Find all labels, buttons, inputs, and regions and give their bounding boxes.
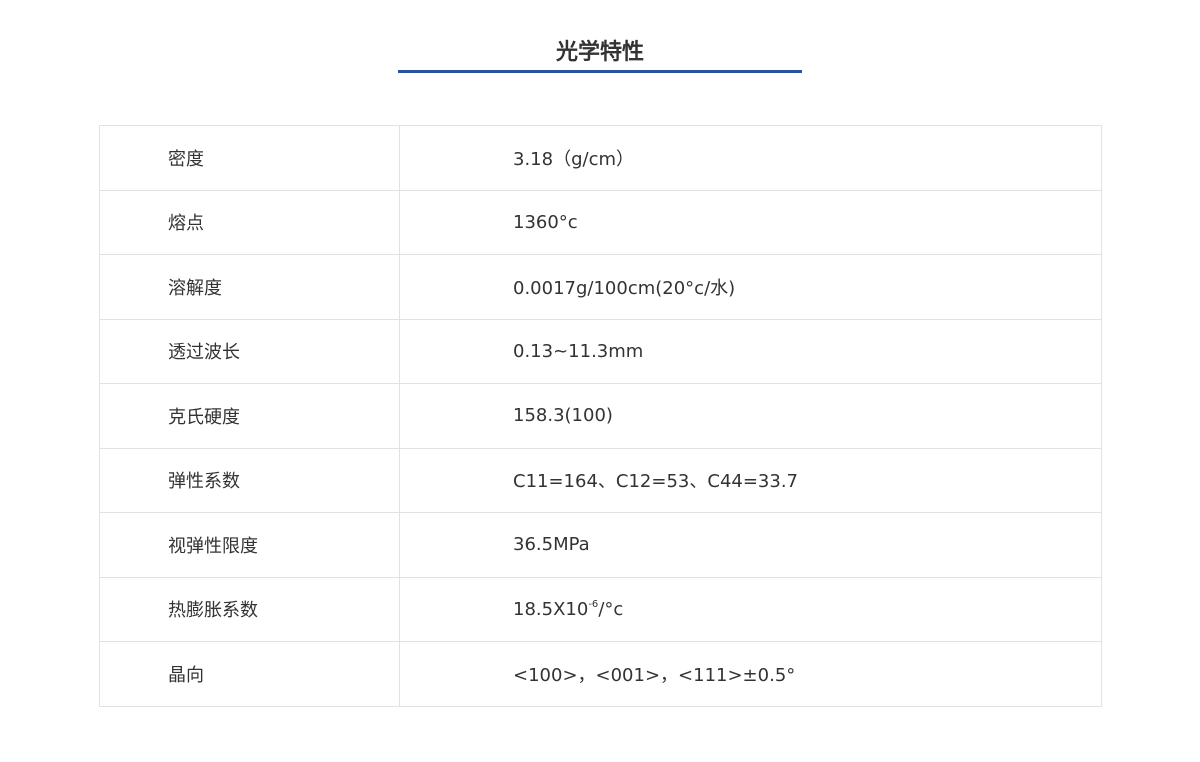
property-value-text: 18.5X10 bbox=[513, 598, 589, 620]
title-underline bbox=[398, 70, 802, 73]
property-label: 透过波长 bbox=[99, 318, 400, 384]
property-value: 0.0017g/100cm(20°c/水) bbox=[399, 254, 1102, 320]
table-row: 热膨胀系数 18.5X10-6/°c bbox=[99, 576, 1102, 642]
properties-table: 密度 3.18（g/cm） 熔点 1360°c 溶解度 0.0017g/100cm(20°… bbox=[99, 125, 1102, 707]
property-label: 溶解度 bbox=[99, 254, 400, 320]
property-value-text: 158.3(100) bbox=[513, 405, 613, 427]
property-label: 视弹性限度 bbox=[99, 512, 400, 578]
property-value: 3.18（g/cm） bbox=[399, 125, 1102, 191]
property-value: 158.3(100) bbox=[399, 383, 1102, 449]
property-label: 热膨胀系数 bbox=[99, 576, 400, 642]
table-row: 弹性系数 C11=164、C12=53、C44=33.7 bbox=[99, 447, 1102, 513]
table-row: 视弹性限度 36.5MPa bbox=[99, 512, 1102, 578]
property-label: 熔点 bbox=[99, 189, 400, 255]
section-title: 光学特性 bbox=[555, 40, 644, 65]
property-label: 密度 bbox=[99, 125, 400, 191]
property-value: C11=164、C12=53、C44=33.7 bbox=[399, 447, 1102, 513]
table-row: 溶解度 0.0017g/100cm(20°c/水) bbox=[99, 254, 1102, 320]
table-row: 晶向 <100>，<001>，<111>±0.5° bbox=[99, 641, 1102, 707]
property-value-text: 1360°c bbox=[513, 211, 578, 233]
property-label: 弹性系数 bbox=[99, 447, 400, 513]
property-value: 36.5MPa bbox=[399, 512, 1102, 578]
property-value: <100>，<001>，<111>±0.5° bbox=[399, 641, 1102, 707]
property-value-text: C11=164、C12=53、C44=33.7 bbox=[513, 471, 799, 493]
property-label: 晶向 bbox=[99, 641, 400, 707]
property-value: 1360°c bbox=[399, 189, 1102, 255]
table-row: 密度 3.18（g/cm） bbox=[99, 125, 1102, 191]
property-value-text: 36.5MPa bbox=[513, 534, 590, 556]
property-label: 克氏硬度 bbox=[99, 383, 400, 449]
unit-suffix: /°c bbox=[598, 598, 624, 620]
property-value-text: <100>，<001>，<111>±0.5° bbox=[513, 664, 796, 686]
property-value-text: 3.18（g/cm） bbox=[513, 148, 634, 170]
property-value: 18.5X10-6/°c bbox=[399, 576, 1102, 642]
table-row: 熔点 1360°c bbox=[99, 189, 1102, 255]
table-row: 透过波长 0.13~11.3mm bbox=[99, 318, 1102, 384]
property-value: 0.13~11.3mm bbox=[399, 318, 1102, 384]
property-value-text: 0.0017g/100cm(20°c/水) bbox=[513, 277, 736, 299]
table-row: 克氏硬度 158.3(100) bbox=[99, 383, 1102, 449]
property-value-text: 0.13~11.3mm bbox=[513, 340, 644, 362]
superscript: -6 bbox=[588, 598, 599, 610]
